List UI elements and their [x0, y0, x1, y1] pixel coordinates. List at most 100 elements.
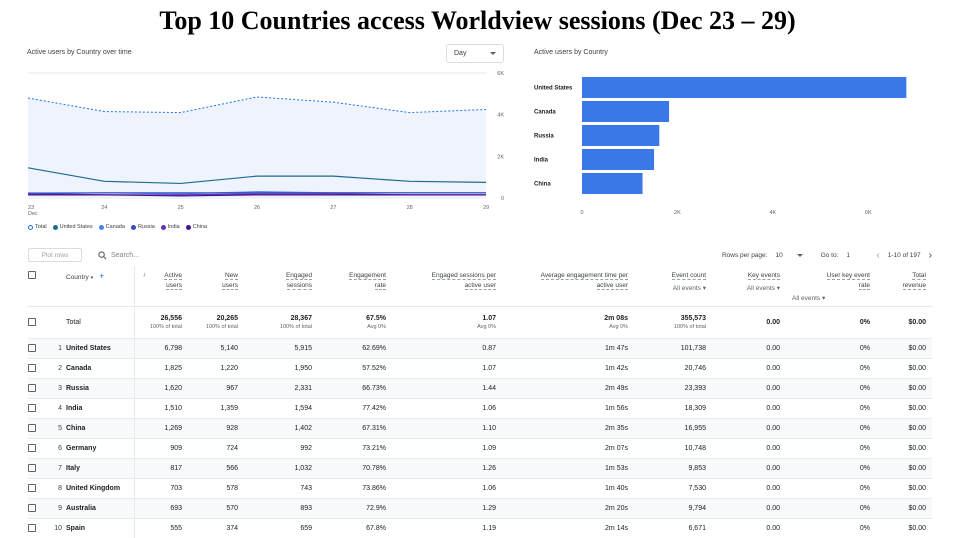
- row-checkbox[interactable]: [28, 484, 36, 492]
- total-active-users: 26,556 100% of total: [134, 305, 188, 338]
- legend-item[interactable]: India: [160, 224, 180, 230]
- table-row[interactable]: 9 Australia 693 570 893 72.9% 1.29 2m 20s 9,794 0…: [28, 497, 932, 518]
- row-country[interactable]: India: [66, 397, 135, 418]
- table-row[interactable]: 5 China 1,269 928 1,402 67.31% 1.10 2m 35s 16,95…: [28, 417, 932, 438]
- series-line-russia: [27, 192, 486, 195]
- cell-engagement-rate: 67.31%: [318, 417, 392, 438]
- row-checkbox[interactable]: [28, 464, 36, 472]
- row-country[interactable]: United States: [66, 337, 135, 358]
- row-index: 10: [50, 517, 66, 538]
- total-index: [50, 305, 66, 338]
- select-all-checkbox[interactable]: [28, 271, 36, 279]
- row-checkbox[interactable]: [28, 444, 36, 452]
- table-row[interactable]: 7 Italy 817 566 1,032 70.78% 1.26 1m 53s 9,853 0.…: [28, 457, 932, 478]
- row-country[interactable]: Australia: [66, 497, 135, 518]
- bar: [582, 173, 643, 194]
- cell-event-count: 6,671: [634, 517, 712, 538]
- row-checkbox[interactable]: [28, 364, 36, 372]
- line-chart-title: Active users by Country over time: [27, 49, 132, 56]
- cell-active-users: 693: [134, 497, 188, 518]
- cell-event-count: 9,794: [634, 497, 712, 518]
- header-key-events[interactable]: Key events All events ▾: [712, 266, 786, 306]
- header-country[interactable]: Country ▾ +: [66, 266, 135, 306]
- search-box[interactable]: Search...: [98, 250, 139, 260]
- cell-engaged-per-user: 1.06: [392, 477, 502, 498]
- header-avg-engagement-time[interactable]: Average engagement time per active user: [502, 266, 634, 306]
- legend-item[interactable]: China: [185, 224, 207, 230]
- cell-event-count: 10,748: [634, 437, 712, 458]
- header-new-users[interactable]: New users: [188, 266, 244, 306]
- header-checkbox-cell: [28, 266, 50, 306]
- page-title: Top 10 Countries access Worldview sessio…: [159, 6, 796, 35]
- cell-event-count: 23,393: [634, 377, 712, 398]
- row-country[interactable]: Spain: [66, 517, 135, 538]
- cell-engagement-rate: 62.69%: [318, 337, 392, 358]
- header-active-users[interactable]: ↓ Active users: [134, 266, 188, 306]
- h-at-2: active user: [596, 282, 628, 290]
- granularity-select[interactable]: Day: [446, 44, 504, 63]
- h-es-2: sessions: [286, 282, 312, 290]
- table-row[interactable]: 10 Spain 555 374 659 67.8% 1.19 2m 14s 6,671 0.00…: [28, 517, 932, 538]
- ts6: Avg 0%: [609, 323, 628, 330]
- row-checkbox[interactable]: [28, 344, 36, 352]
- cell-active-users: 555: [134, 517, 188, 538]
- row-checkbox[interactable]: [28, 504, 36, 512]
- cell-engaged-sessions: 1,402: [244, 417, 318, 438]
- table-row[interactable]: 1 United States 6,798 5,140 5,915 62.69% 0.87 1…: [28, 337, 932, 358]
- table-row[interactable]: 2 Canada 1,825 1,220 1,950 57.52% 1.07 1m 42s 20…: [28, 357, 932, 378]
- user-key-rate-filter[interactable]: All events ▾: [792, 295, 826, 302]
- row-country[interactable]: Russia: [66, 377, 135, 398]
- header-user-key-event-rate[interactable]: User key event rate All events ▾: [786, 266, 876, 306]
- event-count-filter[interactable]: All events ▾: [672, 285, 706, 292]
- row-country[interactable]: Germany: [66, 437, 135, 458]
- legend-item[interactable]: United States: [52, 224, 93, 230]
- header-engaged-per-user[interactable]: Engaged sessions per active user: [392, 266, 502, 306]
- legend-item[interactable]: Total: [28, 224, 47, 230]
- total-label: Total: [66, 305, 135, 338]
- h-ke-1: Key events: [747, 272, 780, 280]
- row-checkbox[interactable]: [28, 384, 36, 392]
- total-checkbox[interactable]: [28, 318, 36, 326]
- cell-engagement-rate: 72.9%: [318, 497, 392, 518]
- ts2: 100% of total: [205, 323, 238, 330]
- total-engaged-per-user: 1.07 Avg 0%: [392, 305, 502, 338]
- header-total-revenue[interactable]: Total revenue: [876, 266, 932, 306]
- cell-new-users: 1,220: [188, 357, 244, 378]
- table-row[interactable]: 6 Germany 909 724 992 73.21% 1.09 2m 07s 10,748 0…: [28, 437, 932, 458]
- header-engaged-sessions[interactable]: Engaged sessions: [244, 266, 318, 306]
- header-engagement-rate[interactable]: Engagement rate: [318, 266, 392, 306]
- prev-page-icon[interactable]: ‹: [876, 249, 880, 261]
- key-events-filter[interactable]: All events ▾: [746, 285, 780, 292]
- h-au-1: Active: [164, 272, 182, 280]
- legend-item[interactable]: Russia: [130, 224, 155, 230]
- next-page-icon[interactable]: ›: [928, 249, 932, 261]
- cell-revenue: $0.00: [876, 477, 932, 498]
- h-au-2: users: [166, 282, 182, 290]
- goto-input[interactable]: 1: [846, 251, 851, 259]
- total-key-events: 0.00: [712, 305, 786, 338]
- h-er-2: rate: [374, 282, 386, 290]
- rows-per-page-select[interactable]: 10: [775, 252, 803, 259]
- row-checkbox[interactable]: [28, 404, 36, 412]
- add-dimension-icon[interactable]: +: [99, 271, 105, 281]
- cell-active-users: 6,798: [134, 337, 188, 358]
- row-checkbox[interactable]: [28, 424, 36, 432]
- row-country[interactable]: United Kingdom: [66, 477, 135, 498]
- row-country[interactable]: Canada: [66, 357, 135, 378]
- table-row[interactable]: 8 United Kingdom 703 578 743 73.86% 1.06 1m 40s…: [28, 477, 932, 498]
- table-row[interactable]: 3 Russia 1,620 967 2,331 66.73% 1.44 2m 49s 23,3…: [28, 377, 932, 398]
- row-country[interactable]: Italy: [66, 457, 135, 478]
- cell-revenue: $0.00: [876, 457, 932, 478]
- plot-rows-button[interactable]: Plot rows: [28, 248, 82, 262]
- total-row: Total 26,556 100% of total 20,265 100% of …: [28, 305, 932, 338]
- row-checkbox[interactable]: [28, 524, 36, 533]
- row-index: 6: [50, 437, 66, 458]
- cell-key-events: 0.00: [712, 437, 786, 458]
- x-tick-label: 26: [254, 205, 260, 211]
- legend-item[interactable]: Canada: [98, 224, 125, 230]
- header-event-count[interactable]: Event count All events ▾: [634, 266, 712, 306]
- h-ukr-3: All events: [792, 295, 821, 302]
- row-country[interactable]: China: [66, 417, 135, 438]
- table-row[interactable]: 4 India 1,510 1,359 1,594 77.42% 1.06 1m 56s 18,…: [28, 397, 932, 418]
- cell-user-key-rate: 0%: [786, 377, 876, 398]
